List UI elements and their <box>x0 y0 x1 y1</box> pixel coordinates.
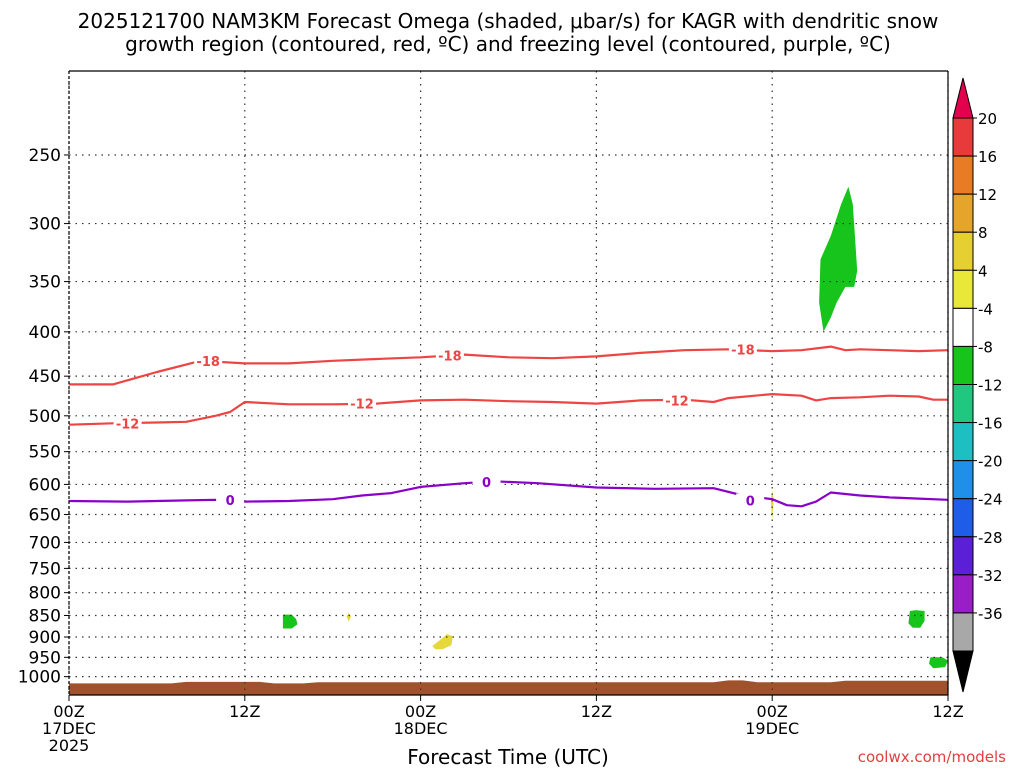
colorbar-box <box>952 269 974 309</box>
contour-label-background <box>728 342 757 357</box>
contour-label-background <box>113 416 142 431</box>
y-tick-label: 700 <box>29 533 61 553</box>
colorbar-box <box>952 574 974 614</box>
colorbar-tick-label: -32 <box>978 567 1003 585</box>
omega-shaded-region <box>929 657 948 669</box>
colorbar-tick-label: 8 <box>978 224 988 242</box>
contour-label-background <box>348 396 376 411</box>
colorbar-tick-label: -8 <box>978 338 993 356</box>
y-tick-label: 900 <box>29 628 61 648</box>
contour-label: -12 <box>350 398 374 413</box>
y-tick-label: 300 <box>29 215 61 235</box>
x-tick-label: 00Z <box>757 702 788 721</box>
omega-shaded-region <box>908 610 925 628</box>
contour-label: 0 <box>482 476 491 491</box>
x-tick-label: 00Z <box>405 702 436 721</box>
contour-label-background <box>216 492 245 507</box>
y-tick-label: 650 <box>29 506 61 526</box>
contour-label: 0 <box>226 494 235 509</box>
colorbar-box <box>952 345 974 385</box>
contour-label-background <box>662 393 691 408</box>
chart-title-line-1: 2025121700 NAM3KM Forecast Omega (shaded… <box>78 9 939 33</box>
colorbar-box <box>952 422 974 462</box>
y-tick-label: 400 <box>29 323 61 343</box>
y-tick-label: 550 <box>29 443 61 463</box>
colorbar: 20 16 12 8 4 -4 -8 -12 -16 -20 -24 -28 -32 -36 <box>952 77 1003 693</box>
x-tick-label: 12Z <box>932 702 963 721</box>
colorbar-tick-label: -24 <box>978 491 1003 509</box>
omega-shaded-region <box>282 614 298 629</box>
colorbar-tick-label: -20 <box>978 453 1003 471</box>
colorbar-tick-label: -4 <box>978 300 993 318</box>
dgz-contour-minus12 <box>68 393 948 426</box>
y-tick-label: 1000 <box>18 668 61 688</box>
omega-shaded-region <box>432 634 453 650</box>
contour-label: -12 <box>665 394 689 409</box>
colorbar-box <box>952 193 974 233</box>
colorbar-box <box>952 536 974 576</box>
omega-shaded-region <box>346 612 351 622</box>
colorbar-box <box>952 307 974 347</box>
colorbar-box <box>952 155 974 195</box>
x-tick-label: 00Z <box>53 702 84 721</box>
chart-title-line-2: growth region (contoured, red, ºC) and f… <box>125 32 891 56</box>
y-tick-label: 850 <box>29 606 61 626</box>
colorbar-tick-label: 12 <box>978 186 997 204</box>
terrain-fill <box>69 680 948 695</box>
x-tick-label: 2025 <box>49 736 90 755</box>
colorbar-tick-label: -28 <box>978 529 1003 547</box>
x-tick-label: 12Z <box>229 702 260 721</box>
dgz-contour-minus18 <box>69 345 949 386</box>
colorbar-tick-label: 20 <box>978 110 997 128</box>
colorbar-tick-label: -16 <box>978 415 1003 433</box>
y-tick-label: 250 <box>29 146 61 166</box>
colorbar-tick-label: -12 <box>978 377 1003 395</box>
plot-area: 2503003504004505005506006507007508008509… <box>18 70 964 755</box>
colorbar-box <box>952 498 974 538</box>
x-tick-label: 12Z <box>581 702 612 721</box>
contour-label: -18 <box>438 350 462 365</box>
colorbar-bottom-arrow <box>952 650 974 693</box>
contour-label-background <box>435 348 464 363</box>
x-tick-label: 17DEC <box>42 719 96 738</box>
colorbar-box <box>952 384 974 424</box>
y-tick-label: 350 <box>29 273 61 293</box>
freezing-level-contour <box>68 480 949 508</box>
omega-shaded-region <box>770 490 774 521</box>
colorbar-tick-label: 16 <box>978 148 997 166</box>
y-tick-label: 500 <box>29 407 61 427</box>
contour-label: -18 <box>196 355 220 370</box>
contour-label-background <box>472 474 501 489</box>
omega-shaded-region <box>819 186 858 332</box>
y-tick-label: 450 <box>29 367 61 387</box>
contour-label: -18 <box>731 343 755 358</box>
x-tick-label: 19DEC <box>745 719 799 738</box>
colorbar-top-arrow <box>952 77 974 119</box>
colorbar-tick-label: -36 <box>978 605 1003 623</box>
contour-label-background <box>194 353 223 368</box>
y-tick-label: 950 <box>29 648 61 668</box>
contour-label: 0 <box>746 494 755 509</box>
colorbar-box <box>952 231 974 271</box>
contour-label-background <box>736 493 765 508</box>
y-tick-label: 600 <box>29 475 61 495</box>
credit-text: coolwx.com/models <box>858 748 1006 766</box>
colorbar-box <box>952 612 974 652</box>
x-axis-label: Forecast Time (UTC) <box>407 745 609 768</box>
colorbar-box <box>952 460 974 500</box>
colorbar-tick-label: 4 <box>978 262 988 280</box>
x-tick-label: 18DEC <box>394 719 448 738</box>
contour-label: -12 <box>116 417 140 432</box>
y-tick-label: 800 <box>29 584 61 604</box>
colorbar-box <box>952 117 974 157</box>
y-tick-label: 750 <box>29 559 61 579</box>
